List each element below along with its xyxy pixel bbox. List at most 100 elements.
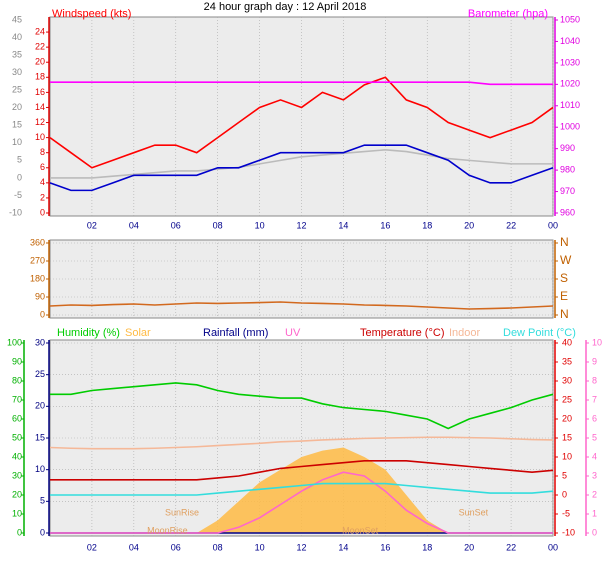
annotation: SunRise [165, 507, 199, 517]
y-tick-label: 5 [592, 432, 597, 442]
y-tick-label: S [560, 271, 568, 285]
legend-label: Windspeed (kts) [52, 8, 131, 20]
y-tick-label: 10 [35, 464, 45, 474]
y-tick-label: 5 [17, 155, 22, 165]
y-tick-label: 100 [7, 337, 22, 347]
x-tick-label: 16 [380, 220, 390, 230]
line [50, 81, 553, 86]
y-tick-label: 40 [12, 32, 22, 42]
y-tick-label: 10 [12, 137, 22, 147]
y-tick-label: 0 [562, 489, 567, 499]
annotation: MoonRise [147, 525, 188, 535]
y-tick-label: 0 [592, 527, 597, 537]
y-tick-label: 80 [12, 375, 22, 385]
line [50, 471, 553, 534]
y-tick-label: -5 [562, 508, 570, 518]
y-tick-label: -10 [9, 207, 22, 217]
x-tick-label: 18 [422, 220, 432, 230]
legend-label: Indoor [449, 327, 481, 339]
x-tick-label: 08 [213, 220, 223, 230]
y-tick-label: 0 [40, 207, 45, 217]
y-tick-label: 40 [562, 337, 572, 347]
y-tick-label: 20 [562, 413, 572, 423]
y-tick-label: 30 [35, 337, 45, 347]
x-tick-label: 00 [548, 542, 558, 552]
line [50, 382, 554, 430]
x-tick-label: 04 [129, 220, 139, 230]
y-tick-label: 25 [35, 369, 45, 379]
y-tick-label: 1040 [560, 36, 580, 46]
y-tick-label: 15 [562, 432, 572, 442]
legend-label: Dew Point (°C) [503, 327, 576, 339]
legend-label: Humidity (%) [57, 327, 120, 339]
y-tick-label: 1000 [560, 122, 580, 132]
y-tick-label: 0 [17, 527, 22, 537]
y-tick-label: 4 [40, 177, 45, 187]
y-tick-label: 5 [562, 470, 567, 480]
y-tick-label: 970 [560, 186, 575, 196]
line [50, 460, 554, 481]
x-tick-label: 10 [255, 220, 265, 230]
y-tick-label: 960 [560, 207, 575, 217]
line [49, 76, 554, 169]
y-tick-label: 8 [592, 375, 597, 385]
y-tick-label: 2 [592, 489, 597, 499]
x-tick-label: 20 [464, 220, 474, 230]
y-tick-label: -10 [562, 527, 575, 537]
x-tick-label: 22 [506, 542, 516, 552]
legend-label: Barometer (hpa) [468, 8, 548, 20]
y-tick-label: 30 [562, 375, 572, 385]
y-tick-label: 35 [562, 356, 572, 366]
y-tick-label: 25 [562, 394, 572, 404]
y-tick-label: N [560, 307, 569, 321]
y-tick-label: 10 [35, 132, 45, 142]
y-tick-label: 20 [35, 57, 45, 67]
y-tick-label: 90 [12, 356, 22, 366]
y-tick-label: 7 [592, 394, 597, 404]
y-tick-label: 10 [12, 508, 22, 518]
y-tick-label: 25 [12, 85, 22, 95]
y-tick-label: 20 [12, 489, 22, 499]
y-tick-label: 60 [12, 413, 22, 423]
y-tick-label: 180 [30, 273, 45, 283]
x-tick-label: 16 [380, 542, 390, 552]
y-tick-label: 8 [40, 147, 45, 157]
y-tick-label: 16 [35, 87, 45, 97]
line [50, 149, 553, 179]
y-tick-label: 0 [40, 309, 45, 319]
legend-label: UV [285, 327, 301, 339]
y-tick-label: 2 [40, 192, 45, 202]
y-tick-label: 0 [17, 172, 22, 182]
x-tick-label: 18 [422, 542, 432, 552]
y-tick-label: 22 [35, 42, 45, 52]
y-tick-label: 70 [12, 394, 22, 404]
x-tick-label: 10 [255, 542, 265, 552]
line [49, 436, 554, 450]
x-tick-label: 02 [87, 542, 97, 552]
y-tick-label: 360 [30, 237, 45, 247]
y-tick-label: 30 [12, 470, 22, 480]
y-tick-label: W [560, 253, 572, 267]
x-tick-label: 12 [296, 220, 306, 230]
y-tick-label: 0 [40, 527, 45, 537]
x-tick-label: 14 [338, 542, 348, 552]
annotation: SunSet [459, 507, 489, 517]
y-tick-label: 18 [35, 72, 45, 82]
x-tick-label: 12 [296, 542, 306, 552]
y-tick-label: 3 [592, 470, 597, 480]
y-tick-label: 24 [35, 26, 45, 36]
y-tick-label: 9 [592, 356, 597, 366]
x-tick-label: 02 [87, 220, 97, 230]
y-tick-label: 1 [592, 508, 597, 518]
y-tick-label: E [560, 289, 568, 303]
line [49, 144, 554, 192]
chart-title: 24 hour graph day : 12 April 2018 [204, 1, 367, 13]
x-tick-label: 06 [171, 220, 181, 230]
line [50, 482, 554, 496]
y-tick-label: 45 [12, 14, 22, 24]
y-tick-label: 20 [12, 102, 22, 112]
y-tick-label: 30 [12, 67, 22, 77]
x-tick-label: 06 [171, 542, 181, 552]
y-tick-label: 40 [12, 451, 22, 461]
annotation: MoonSet [342, 525, 379, 535]
